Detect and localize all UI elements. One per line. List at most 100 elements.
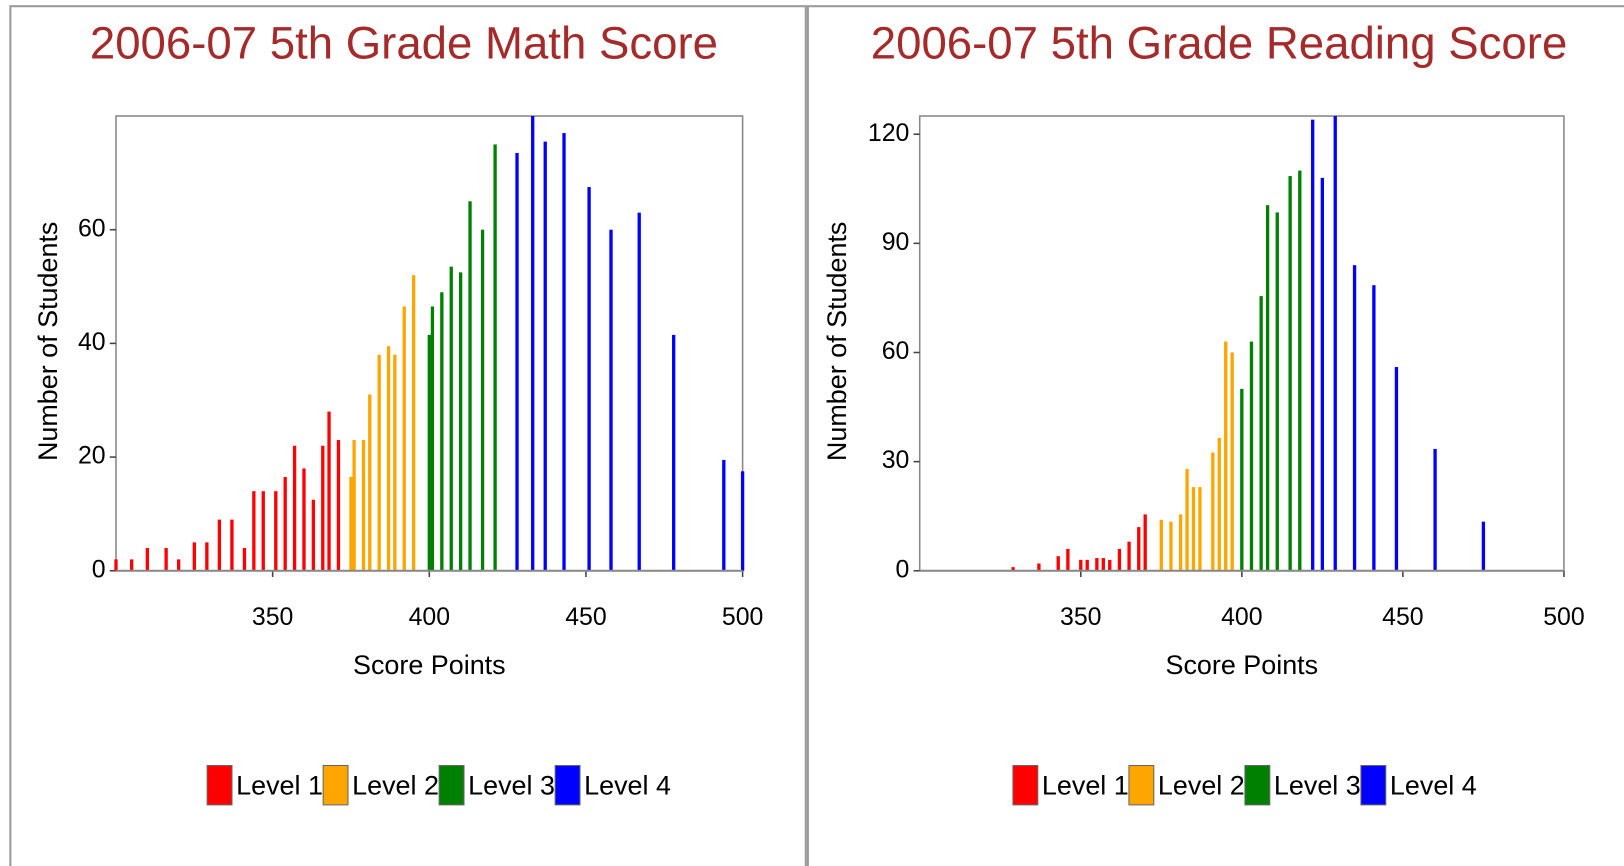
- bar: [1481, 521, 1486, 571]
- bar: [531, 116, 535, 571]
- bar: [274, 491, 278, 571]
- bar: [637, 212, 641, 571]
- bar: [242, 548, 247, 571]
- bar: [230, 519, 234, 571]
- bar: [1265, 205, 1270, 571]
- legend-label: Level 3: [1274, 770, 1361, 800]
- bar: [1394, 367, 1399, 571]
- bar: [302, 468, 306, 571]
- bar: [1037, 563, 1041, 571]
- bar: [1056, 556, 1060, 571]
- legend-swatch: [322, 765, 349, 806]
- x-tick-label: 350: [252, 604, 293, 631]
- bar: [377, 354, 381, 571]
- bar: [1259, 296, 1263, 571]
- bar: [177, 559, 181, 571]
- y-tick-label: 0: [896, 556, 910, 583]
- legend-swatch: [438, 765, 465, 806]
- bar: [458, 272, 463, 571]
- bar: [1117, 548, 1122, 571]
- bar: [1185, 468, 1189, 571]
- bar: [393, 354, 397, 571]
- y-tick-label: 120: [868, 120, 909, 147]
- bar: [1230, 352, 1234, 571]
- bar: [430, 306, 435, 571]
- bar: [493, 144, 497, 571]
- bar: [1333, 116, 1337, 571]
- legend-swatch: [206, 765, 233, 806]
- bar: [283, 476, 287, 571]
- bar: [468, 201, 472, 571]
- bar: [402, 306, 406, 571]
- bar: [1217, 437, 1221, 571]
- bar: [311, 499, 316, 571]
- bar: [252, 491, 256, 571]
- y-tick-label: 60: [882, 338, 910, 365]
- bar: [1372, 285, 1376, 571]
- y-tick-label: 40: [78, 329, 106, 356]
- bar: [292, 445, 297, 571]
- x-axis-label: Score Points: [1166, 650, 1319, 680]
- bar: [1352, 265, 1357, 571]
- chart-title: 2006-07 5th Grade Math Score: [90, 18, 718, 69]
- bar: [740, 471, 745, 571]
- bar: [1159, 519, 1163, 571]
- y-axis-label: Number of Students: [33, 222, 63, 461]
- chart-title: 2006-07 5th Grade Reading Score: [871, 18, 1568, 69]
- x-tick-label: 500: [722, 604, 763, 631]
- bar: [327, 411, 331, 571]
- bar: [1108, 559, 1112, 571]
- bar: [164, 548, 168, 571]
- bar: [1240, 388, 1244, 571]
- x-tick-label: 400: [1221, 604, 1262, 631]
- bar: [1298, 170, 1302, 571]
- bar: [411, 275, 416, 571]
- legend-label: Level 1: [236, 770, 323, 800]
- bar: [1178, 514, 1183, 571]
- bar: [1011, 567, 1015, 571]
- bar: [1249, 341, 1254, 571]
- bar: [440, 292, 444, 571]
- legend-swatch: [1360, 765, 1387, 806]
- x-tick-label: 450: [1382, 604, 1423, 631]
- bar: [1066, 548, 1070, 571]
- y-tick-label: 0: [92, 556, 106, 583]
- bar: [1085, 559, 1089, 571]
- y-tick-label: 20: [78, 443, 106, 470]
- legend-swatch: [554, 765, 581, 806]
- panel-border: [806, 5, 1624, 866]
- bar: [1143, 514, 1147, 571]
- bar: [609, 229, 613, 571]
- x-tick-label: 450: [565, 604, 606, 631]
- bar: [1137, 527, 1141, 571]
- y-tick-label: 60: [78, 215, 106, 242]
- bar: [1433, 448, 1437, 571]
- legend-swatch: [1128, 765, 1155, 806]
- bar: [321, 445, 325, 571]
- legend-label: Level 3: [468, 770, 555, 800]
- bar: [449, 266, 453, 571]
- bar: [1127, 541, 1131, 571]
- y-tick-label: 90: [882, 229, 910, 256]
- bar: [562, 133, 566, 571]
- bar: [1288, 176, 1292, 571]
- bar: [1224, 341, 1228, 571]
- legend-swatch: [1244, 765, 1271, 806]
- bar: [1311, 119, 1315, 571]
- bar: [1320, 177, 1325, 571]
- bar: [1275, 212, 1279, 571]
- bar: [130, 559, 134, 571]
- bar: [368, 394, 372, 571]
- bar: [361, 440, 366, 571]
- legend-label: Level 4: [584, 770, 671, 800]
- y-axis-label: Number of Students: [822, 222, 852, 461]
- bar: [1079, 559, 1083, 571]
- bar: [515, 152, 519, 571]
- bar: [386, 346, 391, 571]
- bar: [480, 229, 485, 571]
- bar: [672, 334, 676, 571]
- bar: [145, 548, 149, 571]
- bar: [349, 476, 353, 571]
